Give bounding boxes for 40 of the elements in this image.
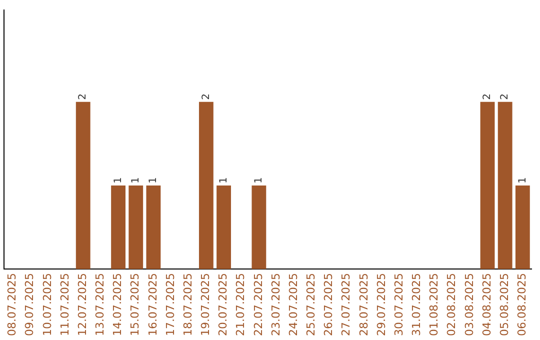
- data-label: 2: [482, 94, 494, 100]
- x-tick-label: 14.07.2025: [111, 273, 124, 336]
- x-tick-label: 24.07.2025: [286, 273, 300, 336]
- x-tick-label: 08.07.2025: [6, 273, 19, 336]
- x-tick-label: 27.07.2025: [340, 273, 353, 336]
- x-tick-label: 11.07.2025: [58, 273, 72, 336]
- x-tick-label: 20.07.2025: [216, 273, 230, 336]
- x-tick-label: 29.07.2025: [374, 273, 388, 336]
- data-label: 1: [130, 177, 142, 184]
- x-tick-label: 23.07.2025: [269, 273, 282, 336]
- data-label: 2: [78, 94, 89, 100]
- x-tick-label: 19.07.2025: [199, 273, 212, 336]
- x-tick-label: 01.08.2025: [428, 273, 441, 336]
- x-tick-label: 17.07.2025: [164, 273, 177, 336]
- data-label: 1: [218, 177, 230, 184]
- x-tick-label: 10.07.2025: [40, 273, 54, 336]
- x-tick-label: 05.08.2025: [498, 273, 511, 336]
- x-tick-label: 26.07.2025: [322, 273, 336, 336]
- data-label: 1: [254, 177, 265, 184]
- x-tick-label: 12.07.2025: [76, 273, 89, 336]
- x-tick-label: 15.07.2025: [128, 273, 142, 336]
- x-tick-label: 04.08.2025: [480, 273, 494, 336]
- x-tick-label: 03.08.2025: [462, 273, 476, 336]
- x-tick-label: 06.08.2025: [516, 273, 529, 336]
- x-tick-label: 22.07.2025: [252, 273, 265, 336]
- data-label: 1: [517, 177, 528, 184]
- x-tick-label: 09.07.2025: [23, 273, 36, 336]
- x-tick-label: 28.07.2025: [357, 273, 370, 336]
- x-tick-label: 02.08.2025: [445, 273, 458, 336]
- x-tick-label: 16.07.2025: [146, 273, 160, 336]
- data-label: 2: [200, 94, 212, 100]
- data-label: 2: [500, 94, 511, 100]
- x-tick-label: 21.07.2025: [234, 273, 248, 336]
- data-label: 1: [148, 177, 160, 184]
- x-tick-label: 18.07.2025: [181, 273, 194, 336]
- x-tick-label: 25.07.2025: [304, 273, 318, 336]
- x-tick-label: 30.07.2025: [392, 273, 406, 336]
- x-tick-label: 13.07.2025: [94, 273, 107, 336]
- x-tick-label: 31.07.2025: [410, 273, 424, 336]
- data-label: 1: [112, 177, 124, 184]
